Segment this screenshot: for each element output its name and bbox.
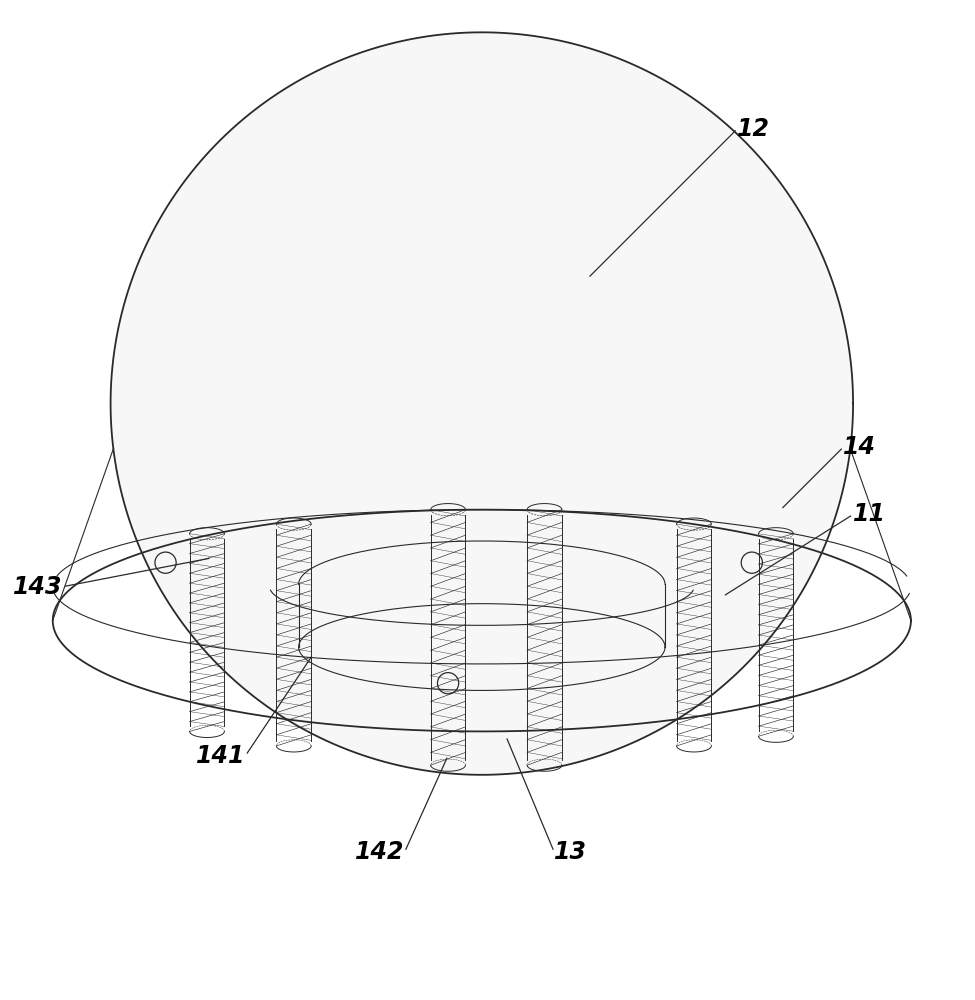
Text: 13: 13: [554, 840, 587, 864]
Text: 143: 143: [13, 575, 62, 599]
Text: 12: 12: [737, 117, 770, 141]
Text: 141: 141: [196, 744, 246, 768]
Polygon shape: [110, 32, 853, 775]
Text: 14: 14: [843, 435, 877, 459]
Text: 142: 142: [355, 840, 405, 864]
Text: 11: 11: [853, 502, 886, 526]
